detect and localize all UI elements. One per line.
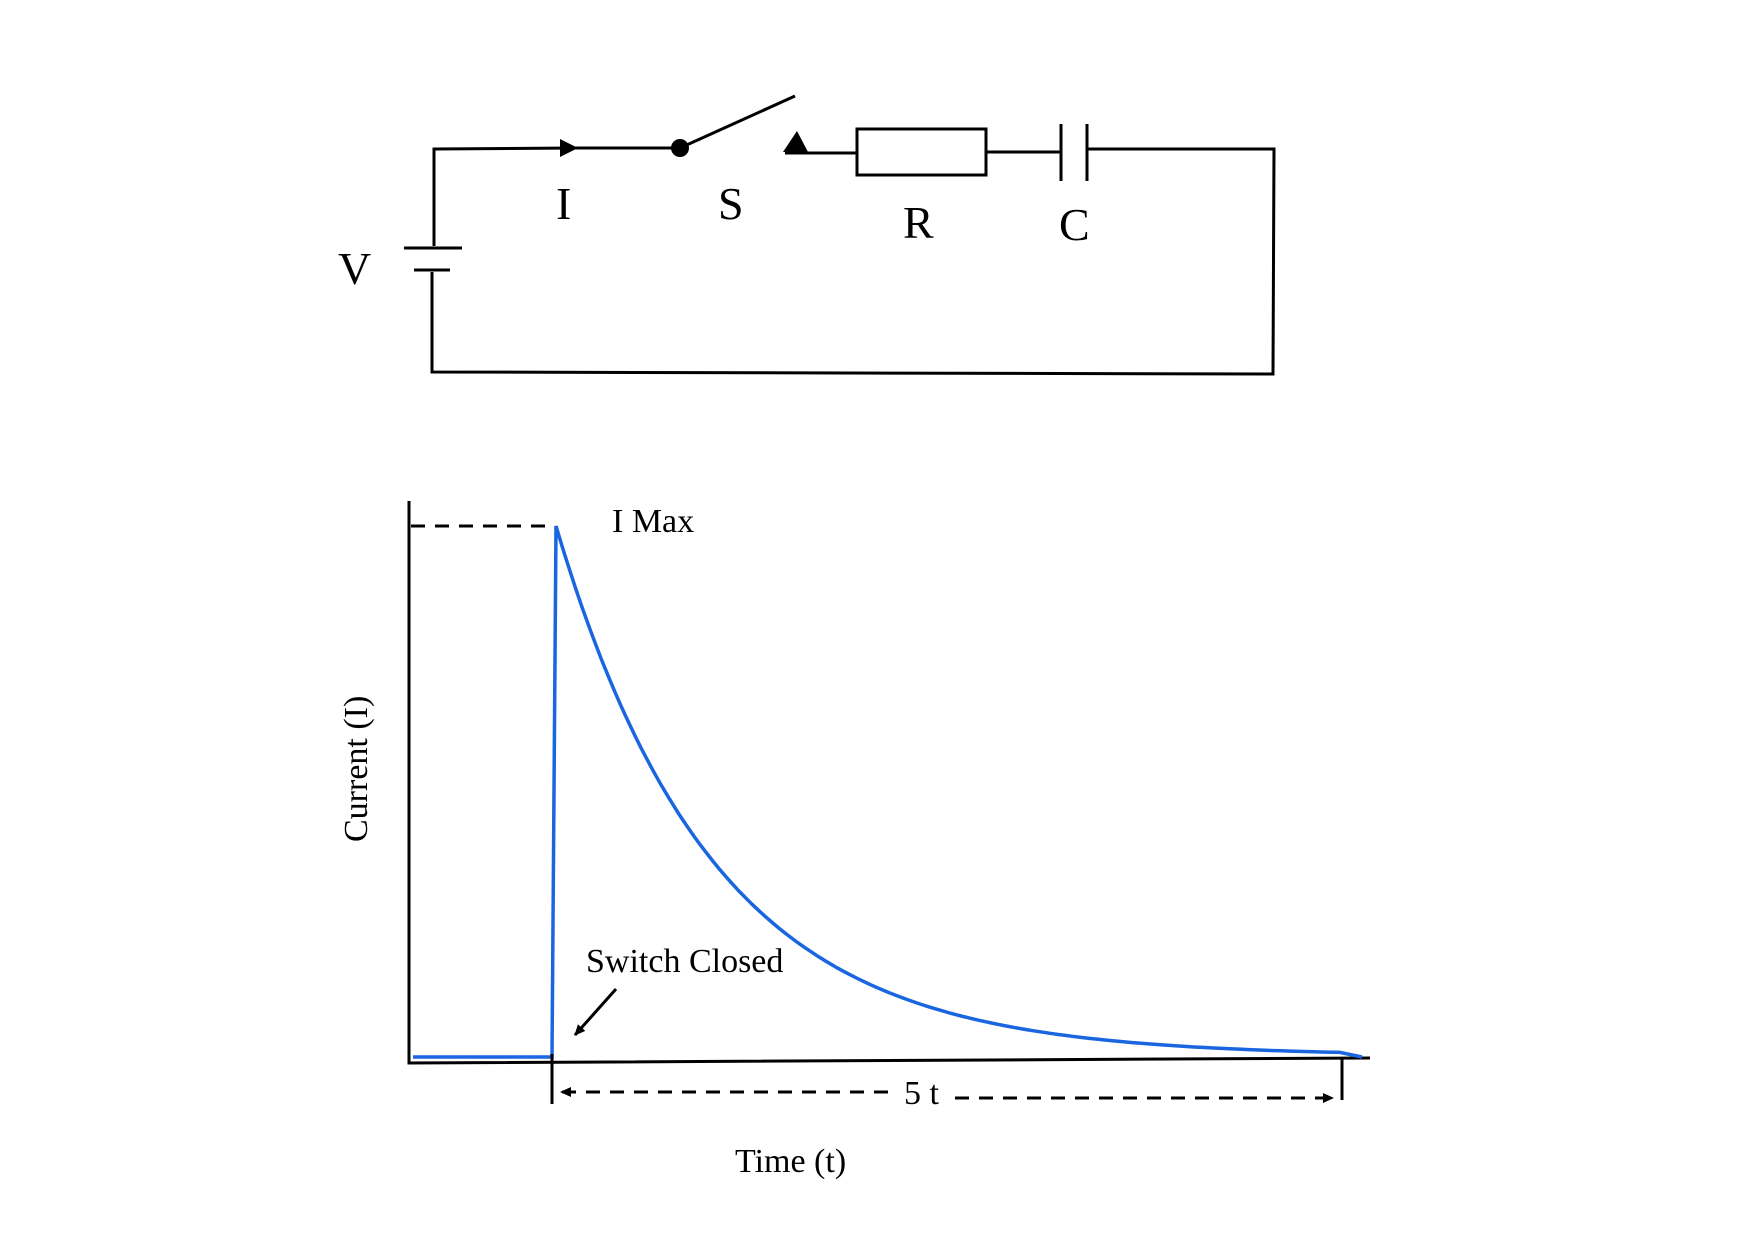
duration-label: 5 t <box>904 1075 940 1112</box>
switch-closed-label: Switch Closed <box>586 943 783 980</box>
switch-label: S <box>718 178 744 229</box>
switch-closed-arrow-icon <box>573 988 618 1036</box>
x-axis-title: Time (t) <box>735 1143 846 1180</box>
switch-contact-icon <box>783 131 808 152</box>
wire-right <box>430 147 1276 376</box>
capacitor-label: C <box>1059 199 1090 250</box>
imax-label: I Max <box>612 503 694 540</box>
y-axis-title: Current (I) <box>338 696 375 842</box>
current-label: I <box>556 178 571 229</box>
voltage-label: V <box>338 243 371 294</box>
current-arrow-icon <box>560 139 578 157</box>
wire-left-top <box>432 146 576 246</box>
resistor-icon <box>855 127 988 177</box>
circuit-diagram: V I S R C <box>338 94 1276 376</box>
switch-lever <box>679 94 796 150</box>
battery-icon <box>404 246 462 272</box>
axes <box>407 501 1371 1065</box>
resistor-label: R <box>903 197 934 248</box>
capacitor-icon <box>1059 124 1089 181</box>
current-time-graph: I Max Switch Closed 5 t Time (t) Current… <box>338 501 1371 1180</box>
current-curve <box>413 525 1363 1059</box>
